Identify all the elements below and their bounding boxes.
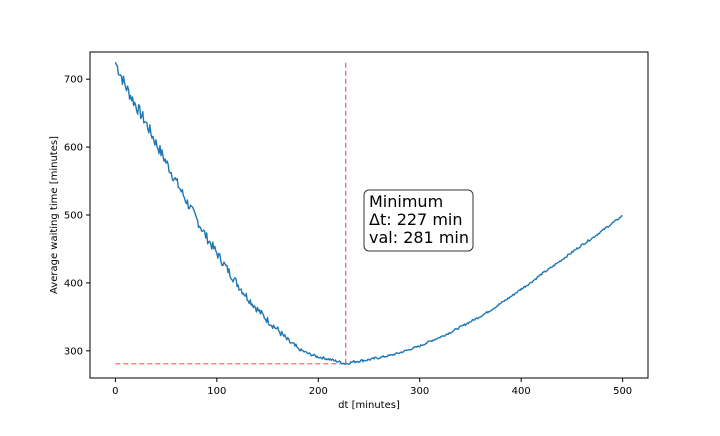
y-tick-label: 400 <box>64 278 83 289</box>
reference-lines <box>115 62 347 365</box>
x-axis-label: dt [minutes] <box>338 400 400 411</box>
x-tick-label: 400 <box>512 386 531 397</box>
x-tick-label: 0 <box>112 386 118 397</box>
x-tick-label: 500 <box>613 386 632 397</box>
axes: 0 100 200 300 400 500 300 400 500 600 700 <box>64 75 632 397</box>
y-axis-label: Average waiting time [minutes] <box>49 136 60 294</box>
series-layer <box>114 61 623 365</box>
y-tick-label: 300 <box>64 346 83 357</box>
series-line <box>114 61 623 365</box>
y-tick-label: 700 <box>64 75 83 86</box>
y-tick-label: 600 <box>64 143 83 154</box>
plot-frame <box>89 51 649 379</box>
annotation-line: Δt: 227 min <box>369 210 463 229</box>
x-tick-label: 300 <box>410 386 429 397</box>
annotation-box <box>363 189 474 252</box>
annotation-line: Minimum <box>369 192 443 211</box>
x-tick-label: 200 <box>309 386 328 397</box>
x-tick-label: 100 <box>207 386 226 397</box>
annotation-line: val: 281 min <box>369 228 469 247</box>
y-tick-label: 500 <box>64 211 83 222</box>
